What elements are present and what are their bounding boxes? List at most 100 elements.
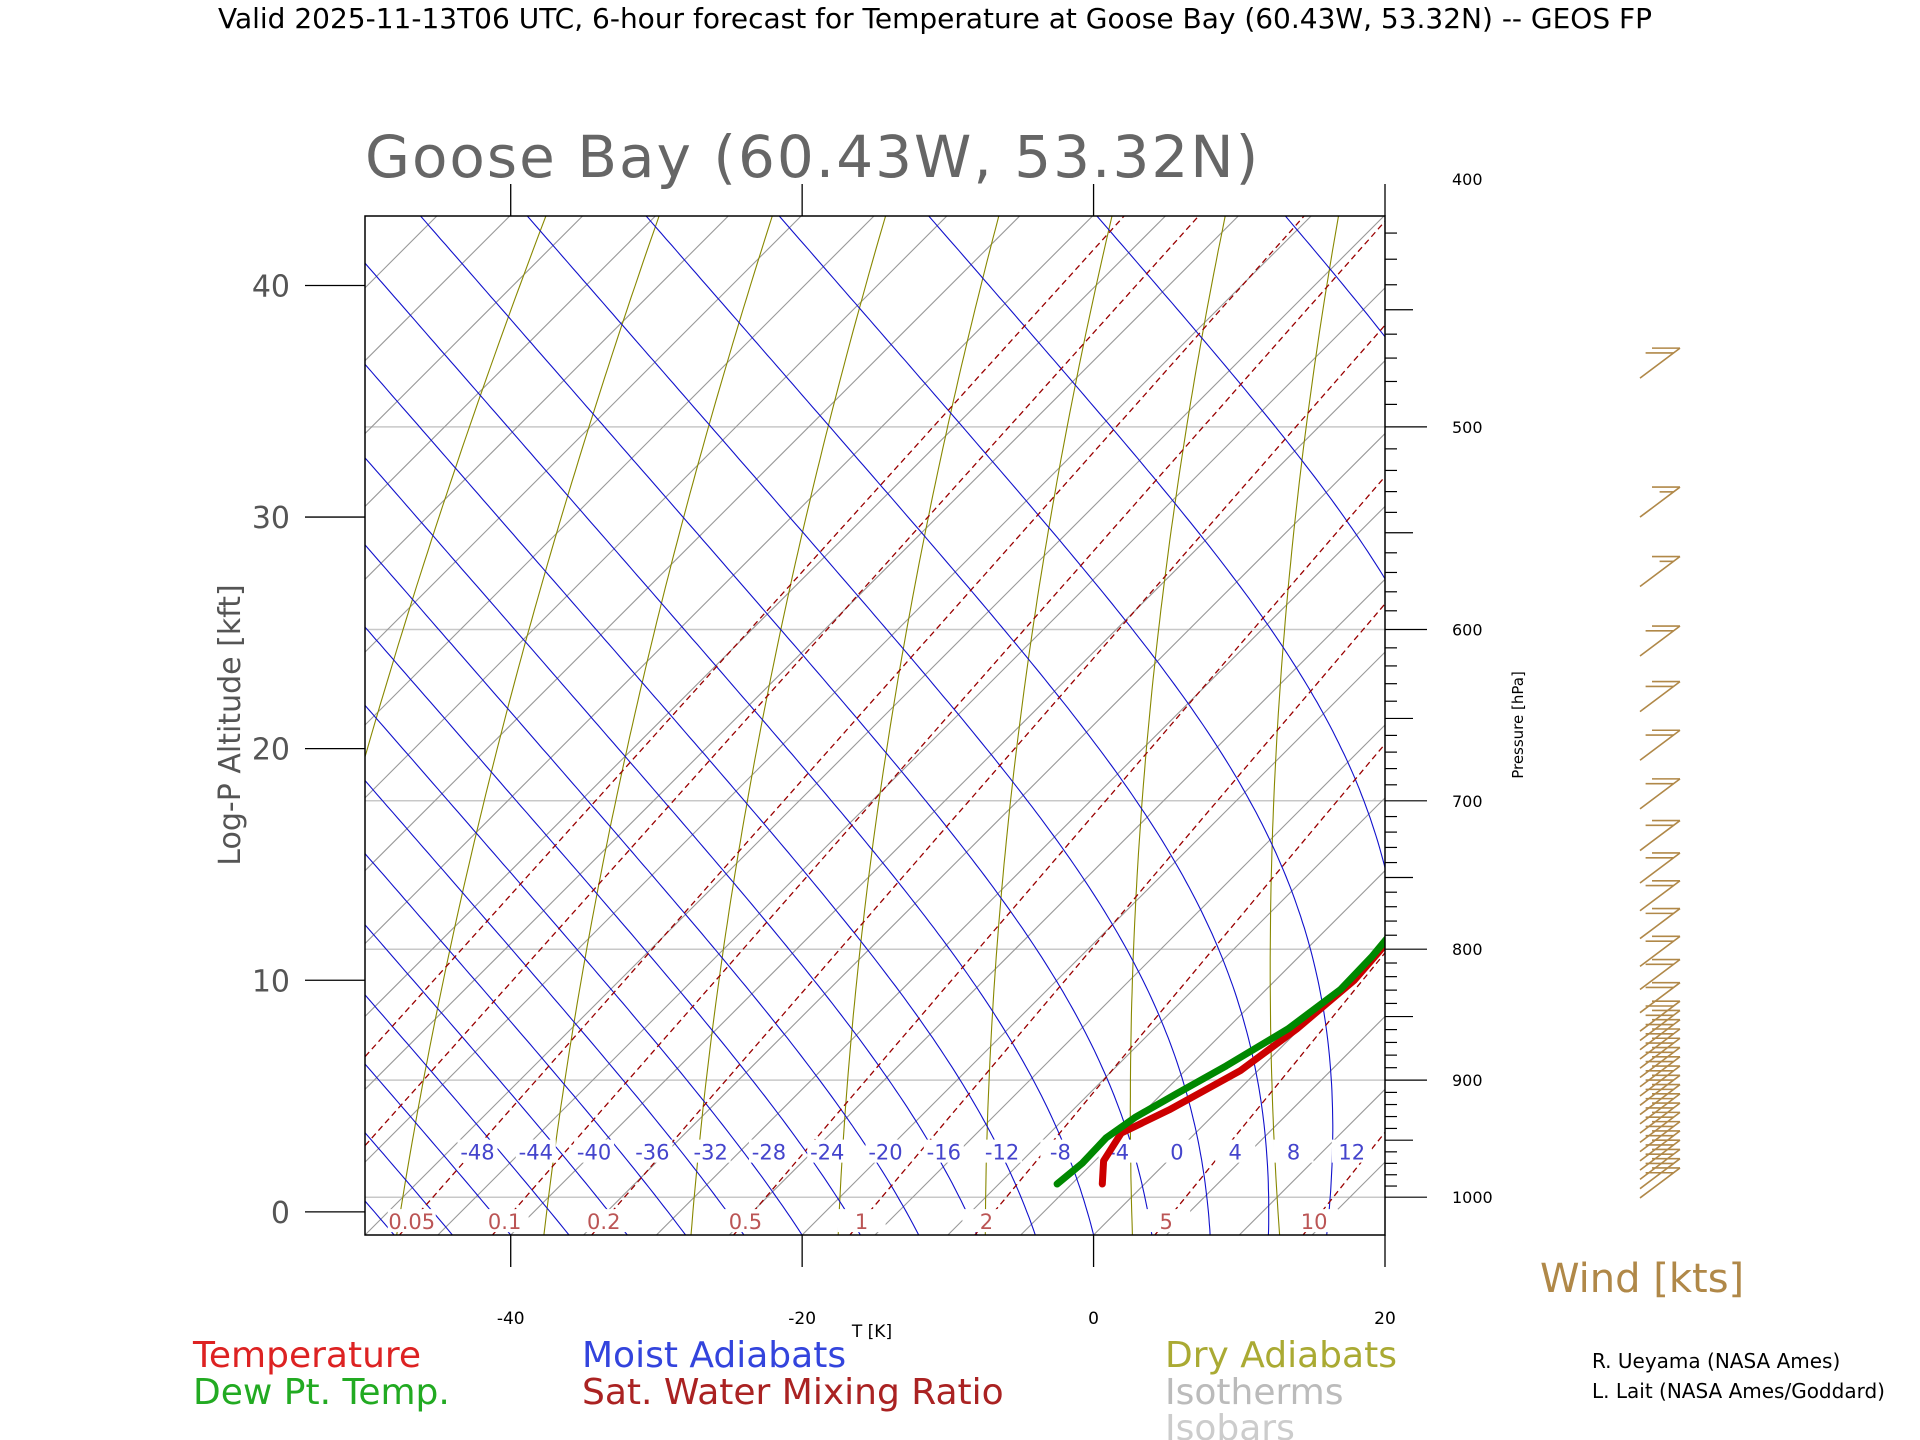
mixing-ratio-line bbox=[733, 475, 1385, 1235]
pressure-tick-label: 500 bbox=[1452, 418, 1483, 437]
y-tick-label: 30 bbox=[252, 501, 290, 536]
isotherm-line bbox=[0, 216, 364, 1235]
wind-barb bbox=[1639, 852, 1681, 884]
wind-barbs bbox=[1639, 347, 1681, 1199]
isotherm-line bbox=[365, 216, 1093, 945]
mixing-ratio-line bbox=[1560, 216, 1920, 1235]
x-tick-label: -20 bbox=[788, 1309, 816, 1329]
pressure-tick-label: 700 bbox=[1452, 792, 1483, 811]
dry-adiabat-line bbox=[396, 216, 660, 1235]
moist-adiabat-line bbox=[365, 779, 745, 1235]
isotherm-line bbox=[437, 287, 1385, 1235]
moist-adiabat-line bbox=[365, 456, 978, 1235]
mixing-ratio-label: 0.1 bbox=[488, 1210, 521, 1234]
wind-barb bbox=[1639, 1139, 1681, 1171]
mixing-ratio-label: 10 bbox=[1301, 1210, 1328, 1234]
y-axis-label: Log-P Altitude [kft] bbox=[213, 584, 248, 865]
mixing-label-bg bbox=[579, 1209, 628, 1233]
dry-adiabat-line bbox=[365, 216, 547, 759]
dry-adiabat-line bbox=[1129, 216, 1226, 1235]
x-tick-label: -40 bbox=[497, 1309, 525, 1329]
moist-adiabat-line bbox=[1096, 216, 1385, 580]
moist-adiabat-label: -24 bbox=[810, 1141, 844, 1165]
mixing-ratio-label: 1 bbox=[855, 1210, 868, 1234]
pressure-tick-label: 1000 bbox=[1452, 1188, 1493, 1207]
isotherm-line bbox=[801, 651, 1385, 1235]
y2-axis-label: Pressure [hPa] bbox=[1509, 671, 1527, 779]
isotherm-line bbox=[365, 216, 729, 581]
mixing-label-bg bbox=[1290, 1209, 1339, 1233]
mixing-ratio-label: 2 bbox=[980, 1210, 993, 1234]
moist-adiabat-line bbox=[928, 216, 1385, 1235]
y-tick-label: 20 bbox=[252, 733, 290, 768]
x-axis-label: T [K] bbox=[851, 1322, 892, 1342]
isotherm-line bbox=[656, 505, 1385, 1235]
pressure-tick-label: 600 bbox=[1452, 620, 1483, 639]
wind-barb bbox=[1639, 1074, 1681, 1106]
isotherm-line bbox=[1093, 942, 1385, 1235]
moist-adiabat-line bbox=[645, 216, 1270, 1235]
moist-adiabat-line bbox=[365, 924, 628, 1235]
isotherm-line bbox=[365, 216, 1021, 872]
dry-adiabat-line bbox=[837, 216, 1000, 1235]
isotherm-line bbox=[728, 578, 1385, 1235]
mixing-ratio-line bbox=[849, 602, 1385, 1235]
wind-barb bbox=[1639, 1000, 1681, 1032]
dry-adiabat-line bbox=[1536, 216, 1574, 1235]
wind-barb bbox=[1639, 1157, 1681, 1190]
moist-adiabat-label: -8 bbox=[1050, 1141, 1071, 1165]
isotherm-line bbox=[1238, 1088, 1385, 1235]
moist-adiabat-line bbox=[365, 852, 687, 1235]
isotherm-line bbox=[1020, 869, 1385, 1235]
wind-barb bbox=[1639, 778, 1681, 810]
mixing-ratio-line bbox=[1462, 216, 1920, 1235]
moist-label-bg bbox=[632, 1139, 673, 1163]
moist-adiabat-label: 8 bbox=[1287, 1141, 1300, 1165]
mixing-label-bg bbox=[721, 1209, 770, 1233]
wind-barb bbox=[1639, 1037, 1681, 1069]
header-title: Valid 2025-11-13T06 UTC, 6-hour forecast… bbox=[218, 2, 1652, 35]
y-tick-label: 0 bbox=[271, 1196, 290, 1231]
moist-label-bg bbox=[865, 1139, 906, 1163]
moist-adiabat-label: -20 bbox=[868, 1141, 902, 1165]
mixing-ratio-line bbox=[365, 216, 1200, 1147]
isotherm-line bbox=[365, 216, 1312, 1163]
legend-temperature: Temperature bbox=[192, 1335, 421, 1376]
moist-adiabat-line bbox=[365, 363, 1036, 1235]
mixing-ratio-line bbox=[365, 216, 1125, 1058]
moist-label-bg bbox=[1156, 1139, 1197, 1163]
moist-adiabat-line bbox=[526, 216, 1211, 1235]
mixing-ratio-label: 0.2 bbox=[587, 1210, 620, 1234]
dewpoint-line bbox=[1053, 935, 1385, 1188]
dry-adiabat-line bbox=[1784, 216, 1868, 1235]
pressure-tick-label: 900 bbox=[1452, 1071, 1483, 1090]
x-tick-label: 20 bbox=[1374, 1309, 1396, 1329]
mixing-ratio-line bbox=[492, 220, 1385, 1235]
x-tick-label: 0 bbox=[1088, 1309, 1099, 1329]
wind-barb bbox=[1639, 1167, 1681, 1199]
moist-adiabat-label: 4 bbox=[1229, 1141, 1242, 1165]
wind-barb bbox=[1639, 625, 1681, 657]
mixing-ratio-line bbox=[399, 216, 1305, 1235]
isotherm-line bbox=[583, 432, 1385, 1235]
wind-barb bbox=[1639, 347, 1681, 379]
legend-isotherms: Isotherms bbox=[1165, 1372, 1343, 1413]
wind-barb bbox=[1639, 1083, 1681, 1116]
moist-adiabat-label: -48 bbox=[460, 1141, 494, 1165]
wind-barb bbox=[1639, 680, 1681, 713]
pressure-tick-label: 400 bbox=[1452, 170, 1483, 189]
mixing-label-bg bbox=[962, 1209, 1011, 1233]
isotherm-line bbox=[947, 797, 1385, 1235]
mixing-label-bg bbox=[837, 1209, 886, 1233]
moist-label-bg bbox=[457, 1139, 498, 1163]
wind-barb bbox=[1639, 1028, 1681, 1060]
moist-adiabat-line bbox=[365, 262, 1095, 1235]
moist-adiabat-label: -28 bbox=[752, 1141, 786, 1165]
moist-label-bg bbox=[515, 1139, 556, 1163]
chart-title: Goose Bay (60.43W, 53.32N) bbox=[365, 123, 1260, 191]
credit-line-2: L. Lait (NASA Ames/Goddard) bbox=[1592, 1379, 1885, 1403]
moist-label-bg bbox=[1331, 1139, 1372, 1163]
isotherm-line bbox=[365, 216, 656, 508]
pressure-tick-label: 800 bbox=[1452, 940, 1483, 959]
